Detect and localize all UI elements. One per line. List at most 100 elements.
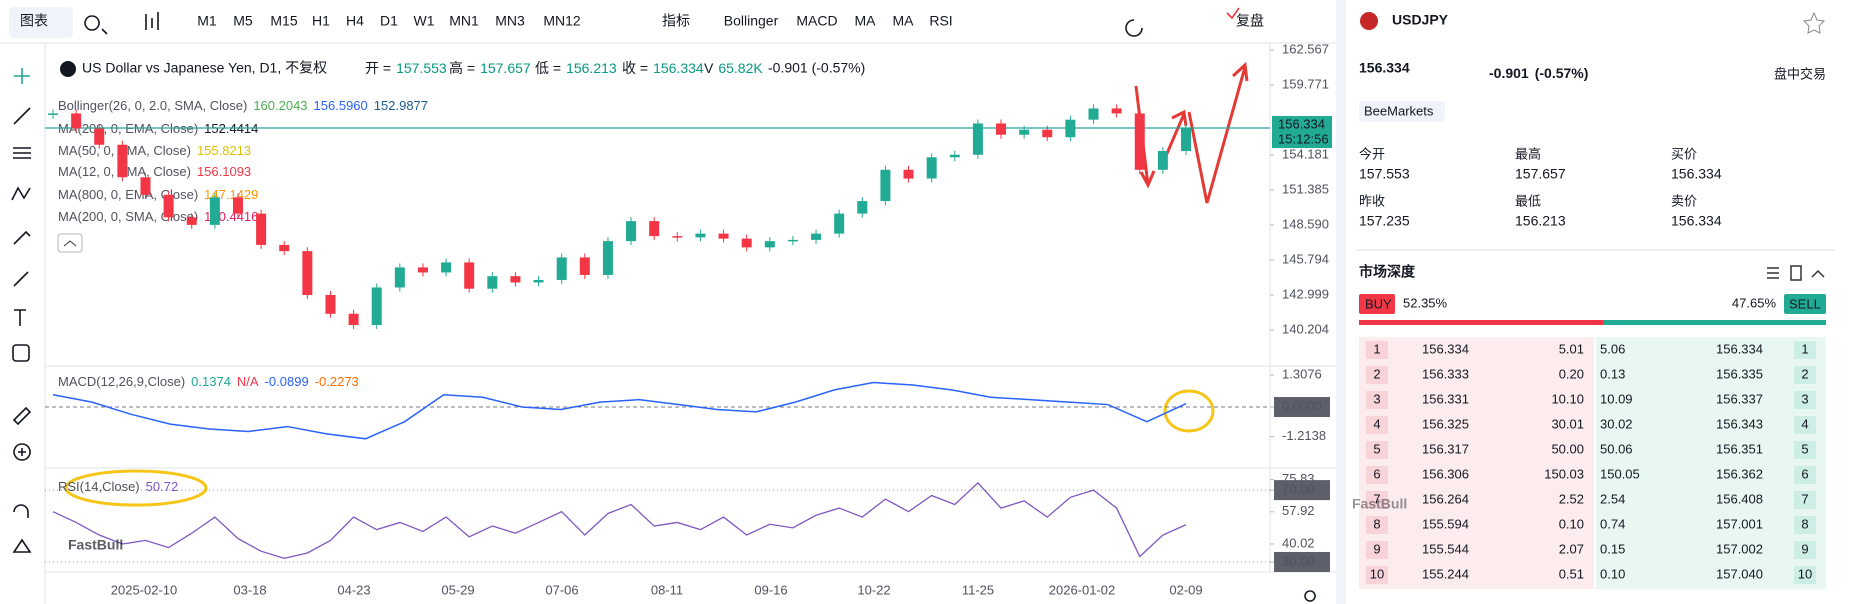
broker-tag	[1359, 101, 1445, 122]
timeframe-button[interactable]: M5	[233, 13, 253, 29]
rank-box	[1794, 466, 1816, 484]
ruler-tool[interactable]	[12, 406, 32, 426]
bid-price: 156.331	[1422, 391, 1469, 406]
timeframe-button[interactable]: MN12	[543, 13, 581, 29]
cross-tool[interactable]	[14, 68, 30, 84]
candle	[996, 123, 1007, 135]
session-status: 盘中交易	[1774, 66, 1826, 81]
x-tick-label: 2025-02-10	[111, 582, 178, 597]
text-tool[interactable]	[14, 309, 26, 326]
search-icon[interactable]	[84, 15, 108, 35]
collapse-icon[interactable]	[63, 240, 77, 247]
ask-rank: 1	[1801, 341, 1808, 356]
timeframe-button[interactable]: D1	[380, 13, 398, 29]
legend-name: Bollinger(26, 0, 2.0, SMA, Close)	[58, 98, 247, 113]
y-tick-label: 140.204	[1282, 321, 1329, 336]
rank-box	[1366, 491, 1388, 509]
indicator-legend: MA(50, 0, EMA, Close) 155.8213	[58, 143, 251, 158]
ohlc-label: V	[704, 60, 714, 76]
rank-box	[1794, 566, 1816, 584]
current-price: 156.334	[1359, 60, 1410, 76]
legend-name: MA(200, 0, SMA, Close)	[58, 209, 198, 224]
indicators-button[interactable]: 指标	[662, 13, 690, 29]
candle	[71, 113, 82, 129]
ask-price: 157.002	[1716, 541, 1763, 556]
y-tick-label: 30.00	[1282, 553, 1315, 568]
timeframe-button[interactable]: M1	[197, 13, 217, 29]
timeframe-button[interactable]: MN1	[449, 13, 479, 29]
y-tick-label: 142.999	[1282, 286, 1329, 301]
sell-percent: 47.65%	[1732, 295, 1777, 310]
bid-volume: 0.20	[1559, 366, 1584, 381]
magnet-tool[interactable]	[13, 504, 29, 518]
depth-controls[interactable]	[1767, 265, 1825, 281]
candle	[209, 197, 220, 225]
candle	[186, 217, 197, 225]
line-tool[interactable]	[13, 107, 31, 125]
erase-tool[interactable]	[12, 538, 32, 553]
candle	[972, 123, 983, 155]
indicator-button[interactable]: Bollinger	[724, 13, 779, 29]
prediction-tool[interactable]	[13, 230, 31, 245]
ohlc-item: 开 = 157.553	[365, 60, 447, 76]
bid-volume: 2.07	[1559, 541, 1584, 556]
chart-menu[interactable]: 图表	[20, 13, 48, 29]
favorite-star[interactable]	[1802, 11, 1826, 34]
bid-price: 156.334	[1422, 341, 1469, 356]
bid-volume: 50.00	[1551, 441, 1584, 456]
price-change: -0.901 (-0.57%)	[1489, 65, 1588, 81]
x-tick-label: 09-16	[754, 582, 787, 597]
y-tick-label: 148.590	[1282, 216, 1329, 231]
timeframe-button[interactable]: H1	[312, 13, 330, 29]
chart-menu-box[interactable]	[9, 7, 73, 38]
collapse-button[interactable]	[57, 233, 83, 253]
timeframe-button[interactable]: W1	[414, 13, 435, 29]
candle	[834, 213, 845, 234]
zoom-tool[interactable]	[13, 443, 31, 461]
ask-volume: 0.13	[1600, 366, 1625, 381]
candle	[811, 233, 822, 240]
y-tick-label: 0.0000	[1282, 398, 1322, 413]
indicator-button[interactable]: RSI	[929, 13, 952, 29]
x-tick-label: 03-18	[233, 582, 266, 597]
candle	[140, 177, 151, 195]
timeframe-button[interactable]: MN3	[495, 13, 525, 29]
ohlc-item: V 65.82K	[704, 60, 763, 76]
indicator-button[interactable]: MA	[855, 13, 877, 29]
stat-value: 157.657	[1515, 166, 1566, 182]
replay-button[interactable]: 复盘	[1236, 13, 1264, 29]
fib-tool[interactable]	[13, 147, 31, 159]
candle	[857, 201, 868, 214]
legend-value: N/A	[237, 374, 259, 389]
settings-icon[interactable]	[1304, 590, 1316, 602]
x-tick-label: 05-29	[441, 582, 474, 597]
candle	[325, 294, 336, 314]
candle	[626, 221, 637, 242]
timeframe-button[interactable]: H4	[346, 13, 364, 29]
rsi-legend: RSI(14,Close) 50.72	[58, 479, 178, 494]
indicator-button[interactable]: MA	[893, 13, 915, 29]
candle	[695, 233, 706, 238]
ask-rank: 8	[1801, 516, 1808, 531]
ohlc-value: 157.657	[480, 60, 531, 76]
candle	[1134, 113, 1145, 170]
ask-rank: 5	[1801, 441, 1808, 456]
stat-label: 卖价	[1671, 193, 1697, 208]
candle-icon[interactable]	[145, 12, 159, 30]
x-tick-label: 11-25	[962, 582, 994, 597]
legend-name: MA(800, 0, EMA, Close)	[58, 187, 198, 202]
highlight-circle	[1163, 389, 1215, 433]
timeframe-button[interactable]: M15	[270, 13, 297, 29]
indicator-button[interactable]: MACD	[796, 13, 837, 29]
candle	[302, 251, 313, 295]
x-tick-label: 07-06	[545, 582, 578, 597]
undo-icon[interactable]	[1125, 19, 1143, 37]
rank-box	[1366, 391, 1388, 409]
chart-title: US Dollar vs Japanese Yen, D1, 不复权	[82, 60, 327, 76]
x-tick-label: 2026-01-02	[1049, 582, 1116, 597]
emoji-tool[interactable]	[12, 344, 30, 362]
brush-tool[interactable]	[13, 271, 29, 287]
pattern-tool[interactable]	[11, 186, 31, 201]
candle	[163, 194, 174, 218]
y-tick-label: 159.771	[1282, 76, 1329, 91]
